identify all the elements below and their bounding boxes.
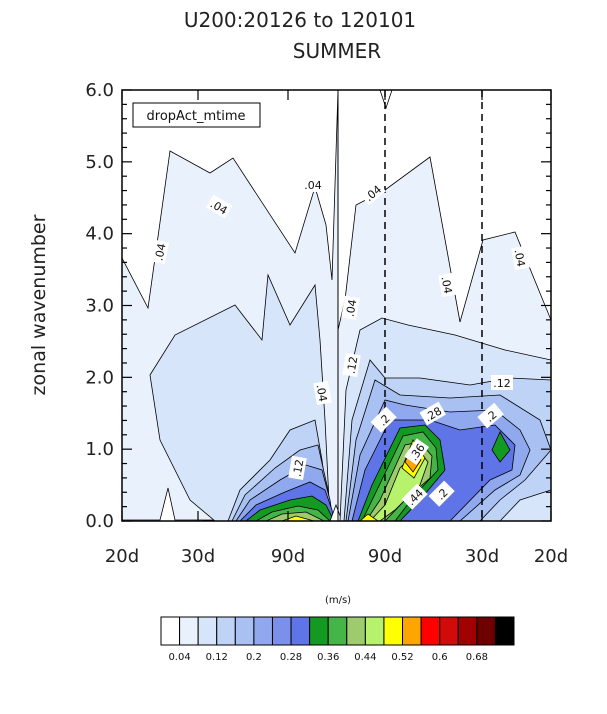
contour-label: .04 <box>302 177 324 192</box>
contour-label: .04 <box>511 245 530 271</box>
y-tick-label: 0.0 <box>85 511 114 532</box>
contour-fill <box>281 515 315 521</box>
colorbar-swatch <box>179 616 199 646</box>
x-tick-label: 20d <box>534 546 568 567</box>
x-tick-label: 20d <box>105 546 139 567</box>
colorbar-swatch <box>420 616 441 646</box>
colorbar-swatch <box>476 616 496 646</box>
contour-label: .2 <box>477 402 504 429</box>
contour-labels: .04.04.04.04.04.04.04.04.12.12.12.2.2.2.… <box>149 177 530 510</box>
contour-fill <box>491 431 511 463</box>
contour-label: .2 <box>370 406 397 433</box>
contour-label: .04 <box>313 380 332 406</box>
colorbar-label: 0.28 <box>280 652 302 663</box>
contour-label: .12 <box>342 352 361 378</box>
contour-label: .04 <box>149 239 170 265</box>
x-tick-label: 30d <box>181 546 215 567</box>
colorbar-swatch <box>234 616 255 646</box>
colorbar-label: 0.6 <box>432 652 448 663</box>
legend-label: dropAct_mtime <box>147 109 246 124</box>
svg-text:.04: .04 <box>152 242 168 262</box>
svg-text:.04: .04 <box>512 248 528 267</box>
svg-text:.12: .12 <box>345 355 361 374</box>
chart-subtitle: SUMMER <box>293 39 381 63</box>
x-tick-label: 90d <box>271 546 305 567</box>
contour-label: .04 <box>341 295 360 321</box>
y-tick-label: 2.0 <box>85 367 114 388</box>
contour-fill <box>122 90 339 310</box>
contour-label: .04 <box>438 272 457 298</box>
chart-title: U200:20126 to 120101 <box>184 8 416 32</box>
colorbar-swatch <box>290 616 311 646</box>
colorbar-swatch <box>457 616 478 646</box>
colorbar-label: 0.36 <box>317 652 339 663</box>
colorbar-swatch <box>364 616 385 646</box>
colorbar-swatch <box>160 616 181 646</box>
y-tick-label: 4.0 <box>85 224 114 245</box>
svg-text:.04: .04 <box>439 275 455 294</box>
y-tick-label: 5.0 <box>85 152 114 173</box>
legend-box <box>132 102 261 128</box>
svg-text:.12: .12 <box>291 458 307 477</box>
y-tick-label: 6.0 <box>85 80 114 101</box>
colorbar-label: 0.2 <box>246 652 262 663</box>
colorbar-swatch <box>346 616 366 646</box>
colorbar-swatch <box>402 616 422 646</box>
colorbar-swatch <box>271 616 292 646</box>
x-tick-label: 30d <box>465 546 499 567</box>
y-tick-label: 3.0 <box>85 296 114 317</box>
colorbar-units: (m/s) <box>325 595 351 606</box>
svg-text:.12: .12 <box>493 377 511 390</box>
svg-text:.04: .04 <box>304 179 322 192</box>
colorbar-swatch <box>309 616 329 646</box>
colorbar-swatch <box>494 616 515 646</box>
contour-label: .12 <box>288 455 307 481</box>
colorbar-label: 0.44 <box>354 652 376 663</box>
colorbar-label: 0.68 <box>466 652 488 663</box>
colorbar-swatch <box>216 616 236 646</box>
colorbar-swatch <box>383 616 404 646</box>
colorbar-label: 0.12 <box>206 652 228 663</box>
contour-fill <box>379 90 393 110</box>
colorbar: 0.04 0.12 0.2 0.28 0.36 0.44 0.52 0.6 0.68 <box>160 616 515 663</box>
y-tick-label: 1.0 <box>85 439 114 460</box>
colorbar-swatch <box>327 616 348 646</box>
colorbar-label: 0.52 <box>391 652 413 663</box>
x-tick-label: 90d <box>368 546 402 567</box>
colorbar-swatch <box>197 616 218 646</box>
y-axis-label: zonal wavenumber <box>28 214 50 395</box>
colorbar-label: 0.04 <box>168 652 190 663</box>
colorbar-swatch <box>253 616 273 646</box>
x-axis: 20d 30d 90d 90d 30d 20d <box>105 90 568 567</box>
svg-text:.04: .04 <box>344 298 360 317</box>
contour-label: .2 <box>428 480 455 507</box>
colorbar-swatch <box>439 616 459 646</box>
contour-fill <box>359 513 379 521</box>
y-axis: 0.0 1.0 2.0 3.0 4.0 5.0 6.0 <box>85 80 551 532</box>
contour-fill <box>329 503 343 521</box>
svg-text:.04: .04 <box>314 383 330 402</box>
contour-label: .12 <box>491 375 513 390</box>
contour-field <box>122 90 551 521</box>
